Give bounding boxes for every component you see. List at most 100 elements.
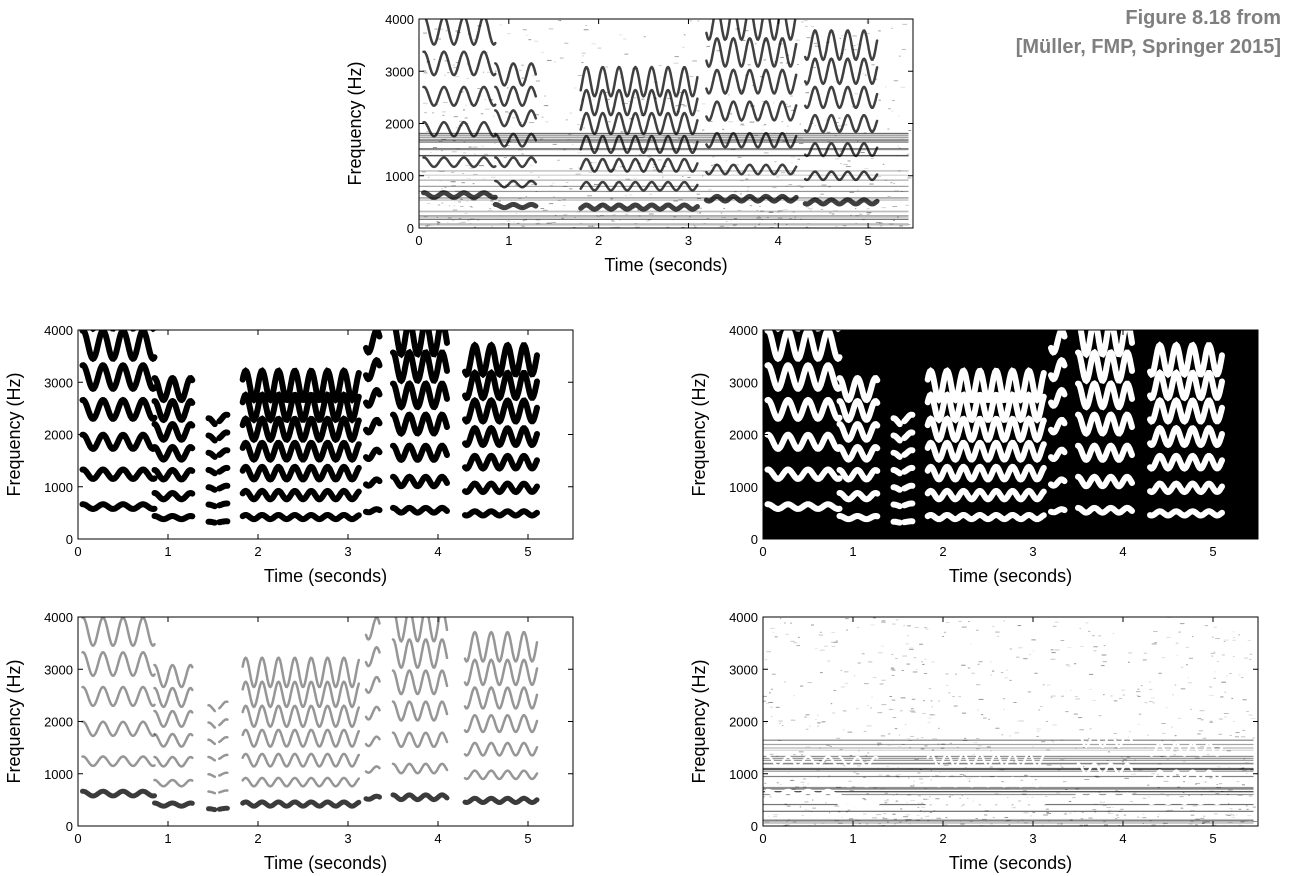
noise-speck — [825, 119, 829, 121]
noise-speck — [763, 59, 767, 61]
noise-speck — [799, 806, 802, 808]
noise-speck — [725, 221, 728, 223]
noise-speck — [1163, 824, 1165, 826]
noise-speck — [872, 617, 876, 619]
harmonic-track — [924, 439, 1047, 463]
noise-speck — [849, 755, 853, 757]
noise-speck — [1226, 793, 1230, 795]
noise-speck — [1052, 724, 1057, 726]
noise-speck — [834, 805, 839, 807]
noise-speck — [1192, 636, 1194, 638]
noise-speck — [831, 632, 836, 634]
harmonic-track — [579, 157, 699, 173]
noise-speck — [441, 202, 444, 204]
harmonic-track — [1048, 476, 1068, 489]
noise-speck — [900, 808, 903, 810]
noise-speck — [465, 164, 471, 166]
noise-speck — [772, 632, 775, 634]
harmonic-track — [764, 362, 843, 393]
noise-speck — [842, 225, 847, 227]
harmonic-track — [390, 442, 450, 463]
noise-speck — [959, 773, 964, 775]
x-tick-label: 1 — [849, 544, 856, 559]
noise-speck — [1100, 665, 1105, 667]
harmonic-track — [803, 142, 879, 158]
harmonic-track — [216, 518, 231, 526]
noise-speck — [977, 709, 979, 711]
harmonic-track — [1048, 356, 1068, 383]
noise-speck — [696, 110, 700, 112]
harmonic-track — [151, 397, 196, 424]
noise-speck — [661, 172, 663, 174]
harmonic-track — [218, 789, 229, 794]
harmonic-track — [803, 170, 879, 182]
harmonic-track — [803, 57, 879, 86]
noise-speck — [949, 742, 952, 744]
noise-speck — [639, 137, 644, 139]
noise-speck — [945, 816, 948, 818]
noise-speck — [466, 200, 468, 202]
noise-speck — [988, 718, 990, 720]
noise-speck — [800, 186, 804, 188]
noise-speck — [872, 817, 878, 819]
noise-speck — [461, 182, 465, 184]
noise-speck — [1118, 791, 1121, 793]
noise-speck — [759, 222, 761, 224]
noise-speck — [1180, 666, 1184, 668]
harmonic-track — [1075, 473, 1135, 490]
noise-speck — [500, 223, 506, 225]
noise-speck — [559, 20, 562, 22]
noise-speck — [796, 64, 800, 66]
noise-speck — [562, 199, 566, 201]
noise-speck — [852, 786, 856, 788]
noise-speck — [768, 701, 774, 703]
noise-speck — [949, 794, 954, 796]
noise-speck — [1046, 749, 1051, 751]
noise-speck — [1034, 672, 1038, 674]
noise-speck — [1014, 701, 1017, 703]
noise-speck — [1034, 779, 1037, 781]
noise-speck — [426, 131, 430, 133]
noise-speck — [437, 221, 441, 223]
noise-speck — [1214, 671, 1217, 673]
noise-speck — [884, 179, 888, 181]
noise-speck — [836, 737, 841, 739]
harmonic-track — [578, 202, 700, 212]
low-frequency-streak — [419, 139, 909, 142]
noise-speck — [820, 649, 825, 651]
noise-speck — [735, 172, 739, 174]
noise-speck — [913, 657, 917, 659]
low-frequency-streak — [763, 818, 1254, 821]
noise-speck — [721, 217, 727, 219]
noise-speck — [1120, 756, 1124, 758]
noise-speck — [1142, 817, 1147, 819]
noise-speck — [881, 704, 887, 706]
harmonic-track — [1147, 480, 1225, 496]
noise-speck — [1102, 661, 1107, 663]
harmonic-track — [1076, 731, 1134, 749]
noise-speck — [961, 755, 964, 757]
harmonic-track — [764, 466, 843, 482]
noise-speck — [719, 225, 725, 227]
noise-speck — [1004, 677, 1008, 679]
noise-speck — [619, 77, 622, 79]
low-frequency-streak — [419, 136, 909, 138]
noise-speck — [528, 39, 532, 41]
noise-speck — [906, 663, 910, 665]
noise-speck — [840, 686, 846, 688]
noise-speck — [1187, 682, 1193, 684]
noise-speck — [985, 820, 988, 822]
noise-speck — [998, 769, 1000, 771]
noise-speck — [544, 95, 546, 97]
noise-speck — [1122, 759, 1127, 761]
noise-speck — [438, 221, 440, 223]
noise-speck — [1244, 657, 1249, 659]
low-frequency-streak — [763, 767, 1254, 770]
harmonic-track — [462, 397, 540, 425]
noise-speck — [833, 210, 839, 212]
noise-speck — [614, 226, 620, 228]
noise-speck — [692, 143, 696, 145]
noise-speck — [811, 122, 814, 124]
noise-speck — [825, 763, 829, 765]
